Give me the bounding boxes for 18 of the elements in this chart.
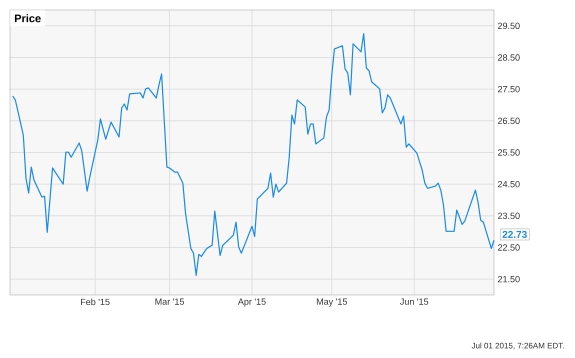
annotation: 22.73 <box>502 230 527 238</box>
text: Jul 01 2015, 7:26AM EDT. <box>472 342 564 350</box>
y-tick-label: 21.50 <box>498 276 520 282</box>
chart-title: Price <box>14 14 41 22</box>
y-tick-label: 27.50 <box>498 86 520 92</box>
x-tick-label: Feb '15 <box>80 298 110 306</box>
x-tick-label: Apr '15 <box>238 298 266 307</box>
y-tick-label: 23.50 <box>498 212 520 220</box>
line-series <box>12 33 495 276</box>
y-tick-label: 22.50 <box>498 244 520 251</box>
x-tick-label: May '15 <box>316 298 348 307</box>
y-tick-label: 28.50 <box>498 54 520 61</box>
y-tick-label: 26.50 <box>498 118 520 124</box>
x-tick-label: Mar '15 <box>155 298 184 305</box>
x-tick-label: Jun '15 <box>400 298 428 305</box>
y-tick-label: 29.50 <box>498 22 520 30</box>
y-tick-label: 25.50 <box>498 149 520 156</box>
y-tick-label: 24.50 <box>498 180 520 188</box>
